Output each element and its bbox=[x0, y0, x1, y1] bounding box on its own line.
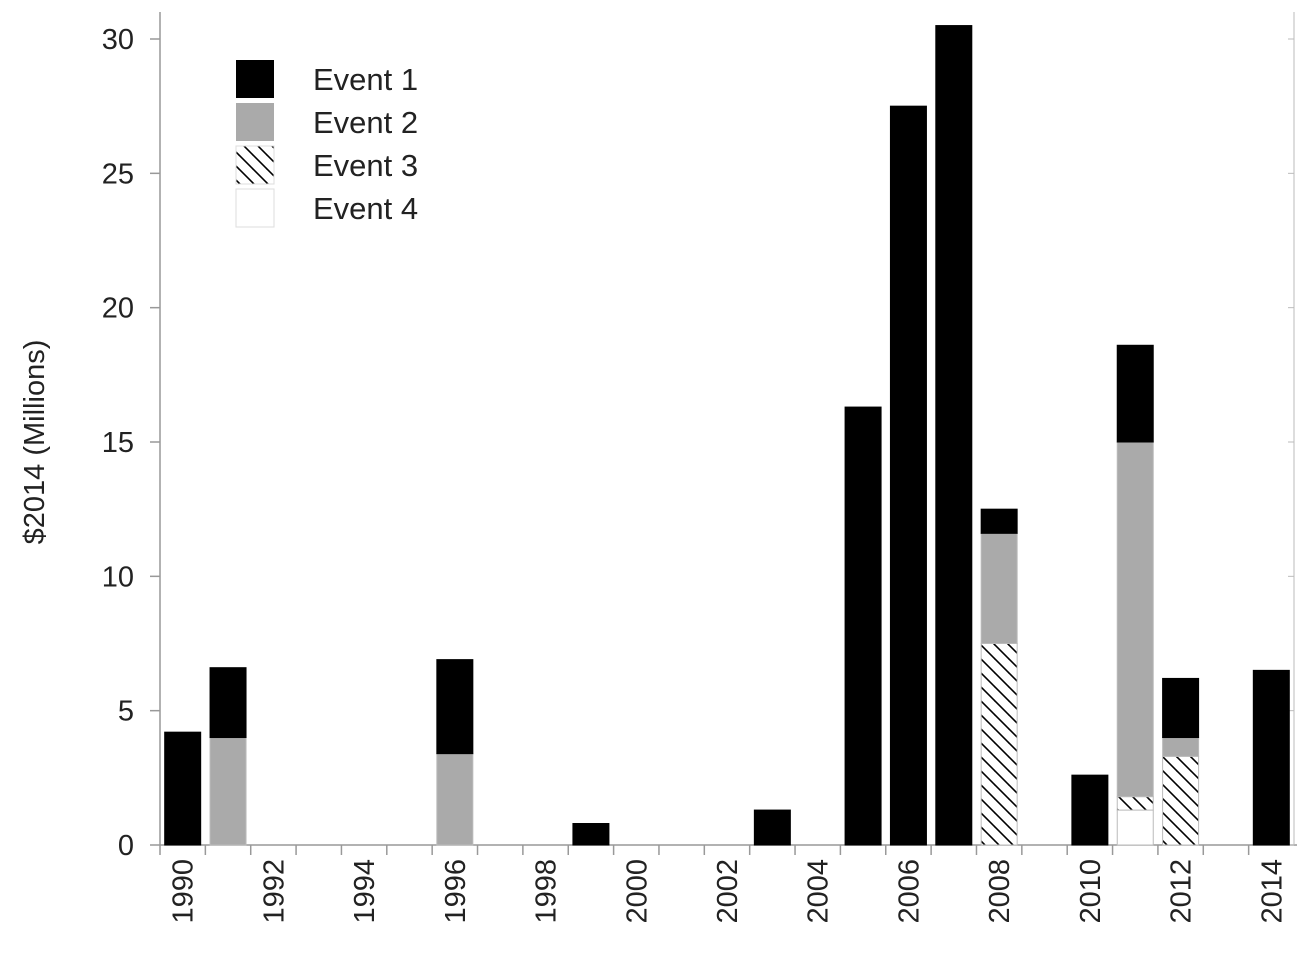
bar-segment-event-1-2011 bbox=[1116, 344, 1154, 443]
bar-segment-event-1-2003 bbox=[753, 809, 791, 846]
bar-segment-event-1-1996 bbox=[436, 659, 474, 755]
legend-item-event-4: Event 4 bbox=[235, 188, 418, 228]
x-tick-label: 2012 bbox=[1166, 859, 1198, 924]
bar-segment-event-1-2007 bbox=[935, 25, 973, 846]
legend-label-event-4: Event 4 bbox=[313, 191, 418, 226]
bar-segment-event-2-1991 bbox=[209, 737, 247, 846]
y-tick-label: 10 bbox=[102, 561, 134, 593]
bar-segment-event-2-2012 bbox=[1162, 737, 1200, 757]
legend-swatch-event-1 bbox=[236, 60, 274, 98]
bar-segment-event-2-2008 bbox=[980, 532, 1018, 645]
bar-segment-event-1-2006 bbox=[889, 105, 927, 846]
x-tick-label: 2008 bbox=[984, 859, 1016, 924]
bar-segment-event-1-2014 bbox=[1252, 669, 1290, 846]
bar-segment-event-1-2008 bbox=[980, 508, 1018, 534]
bar-segment-event-1-2012 bbox=[1162, 677, 1200, 739]
bar-segment-event-3-2012 bbox=[1162, 755, 1200, 846]
x-tick-label: 1994 bbox=[349, 859, 381, 924]
y-tick-label: 20 bbox=[102, 293, 134, 325]
y-tick-label: 25 bbox=[102, 158, 134, 190]
x-tick-label: 1996 bbox=[440, 859, 472, 924]
y-tick-label: 15 bbox=[102, 427, 134, 459]
x-tick-label: 2000 bbox=[621, 859, 653, 924]
legend-swatch-event-3 bbox=[235, 145, 275, 185]
legend-item-event-1: Event 1 bbox=[236, 60, 418, 98]
y-tick-label: 5 bbox=[118, 696, 134, 728]
bar-segment-event-2-1996 bbox=[436, 753, 474, 846]
bar-segment-event-1-2010 bbox=[1071, 774, 1109, 846]
bar-segment-event-1-2005 bbox=[844, 406, 882, 846]
bar-segment-event-4-2011 bbox=[1116, 809, 1154, 846]
x-tick-label: 2010 bbox=[1075, 859, 1107, 924]
bar-segment-event-2-2011 bbox=[1116, 441, 1154, 798]
legend-label-event-3: Event 3 bbox=[313, 148, 418, 183]
bar-segment-event-1-1991 bbox=[209, 667, 247, 739]
bar-segment-event-1-1990 bbox=[164, 731, 202, 846]
legend-item-event-3: Event 3 bbox=[235, 145, 418, 185]
bar-segment-event-1-1999 bbox=[572, 823, 610, 846]
y-tick-label: 0 bbox=[118, 830, 134, 862]
y-axis-label: $2014 (Millions) bbox=[19, 340, 51, 545]
legend-label-event-1: Event 1 bbox=[313, 62, 418, 97]
y-ticks: 0 5 10 15 20 25 30 bbox=[102, 24, 1294, 862]
legend-swatch-event-2 bbox=[236, 103, 274, 141]
x-tick-label: 2002 bbox=[712, 859, 744, 924]
y-tick-label: 30 bbox=[102, 24, 134, 56]
x-tick-label: 1990 bbox=[168, 859, 200, 924]
x-tick-label: 1992 bbox=[258, 859, 290, 924]
legend-item-event-2: Event 2 bbox=[236, 103, 418, 141]
legend-label-event-2: Event 2 bbox=[313, 105, 418, 140]
x-tick-label: 2006 bbox=[893, 859, 925, 924]
bars bbox=[164, 25, 1290, 846]
x-ticks: 1990 1992 1994 1996 1998 2000 2002 2004 2006 2008… bbox=[159, 845, 1288, 924]
bar-segment-event-3-2008 bbox=[980, 643, 1018, 846]
x-tick-label: 2004 bbox=[803, 859, 835, 924]
legend-swatch-event-4 bbox=[235, 188, 275, 228]
x-tick-label: 1998 bbox=[531, 859, 563, 924]
bar-segment-event-3-2011 bbox=[1116, 796, 1154, 811]
legend: Event 1 Event 2 Event 3 Event 4 bbox=[235, 60, 418, 228]
x-tick-label: 2014 bbox=[1256, 859, 1288, 924]
